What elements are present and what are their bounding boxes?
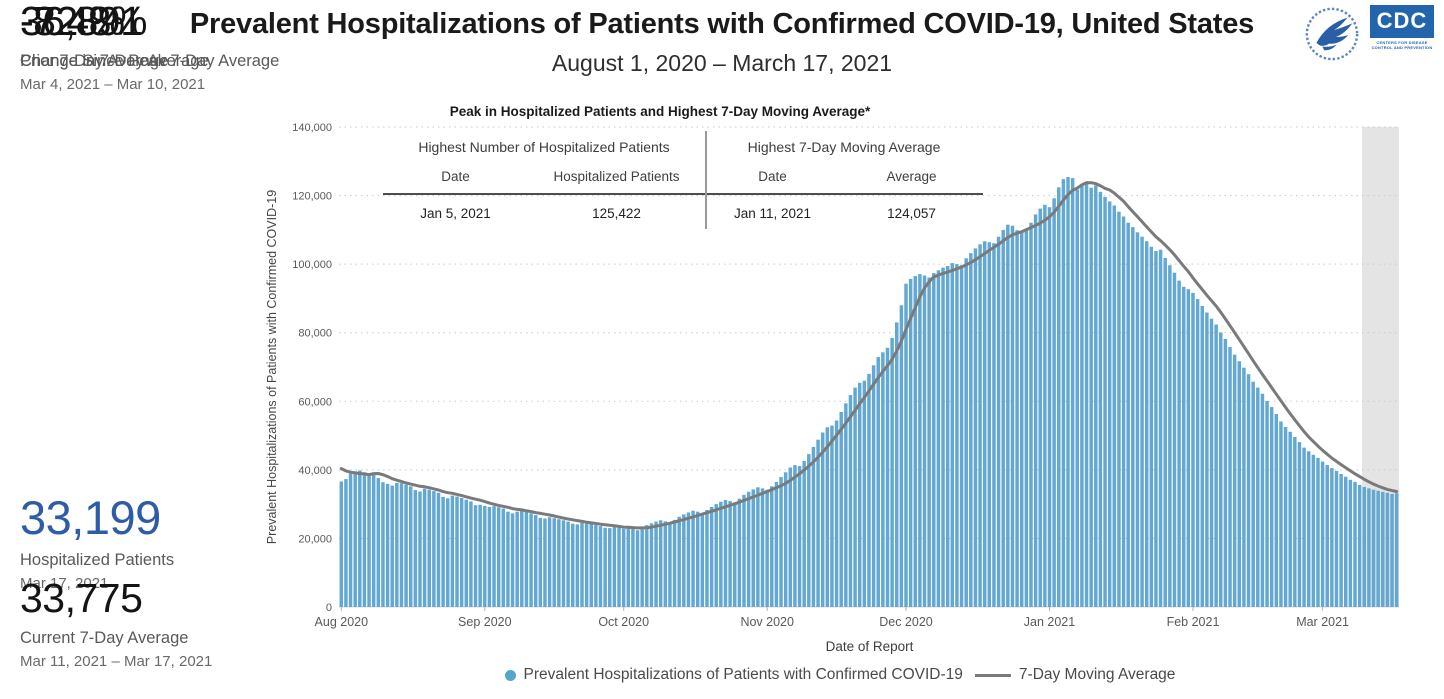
page-subtitle: August 1, 2020 – March 17, 2021 xyxy=(551,50,893,76)
svg-text:20,000: 20,000 xyxy=(298,533,332,545)
stat-change-since-peak: -72.8% Change Since Peak 7-Day Average xyxy=(20,0,325,71)
svg-text:Oct 2020: Oct 2020 xyxy=(598,615,649,629)
svg-text:140,000: 140,000 xyxy=(292,122,332,134)
stat-value: -72.8% xyxy=(20,0,147,44)
stat-value: 33,199 xyxy=(20,491,161,544)
peak-value-cell: 125,422 xyxy=(592,206,641,221)
x-axis-title: Date of Report xyxy=(825,639,914,654)
stat-label: Hospitalized Patients xyxy=(20,551,175,570)
stat-change-in-7day-average: -8.4% Change in 7-Day Average xyxy=(20,0,325,71)
y-axis-title: Prevalent Hospitalizations of Patients w… xyxy=(265,189,279,545)
column-header: Date xyxy=(758,169,787,184)
svg-text:Jan 2021: Jan 2021 xyxy=(1024,615,1075,629)
svg-text:40,000: 40,000 xyxy=(298,465,332,477)
ma-peak-date-cell: Jan 11, 2021 xyxy=(733,206,812,221)
svg-text:0: 0 xyxy=(326,602,332,614)
svg-text:Feb 2021: Feb 2021 xyxy=(1167,615,1220,629)
ma-line-swatch-icon xyxy=(974,673,1011,677)
cdc-logo: CDC CENTERS FOR DISEASE CONTROL AND PREV… xyxy=(1370,5,1434,50)
peak-date-cell: Jan 5, 2021 xyxy=(420,206,491,221)
peak-summary-title: Peak in Hospitalized Patients and Highes… xyxy=(449,104,871,119)
table-header-underline xyxy=(383,193,983,195)
stat-value: 36,891 xyxy=(20,0,143,44)
x-axis-tick-labels: Aug 2020 Sep 2020 Oct 2020 Nov 2020 Dec 2020… xyxy=(315,607,1349,629)
ma-peak-value-cell: 124,057 xyxy=(887,206,936,221)
table-vertical-divider xyxy=(705,131,707,229)
svg-text:120,000: 120,000 xyxy=(292,191,332,203)
stat-label: Prior 7-Day Average xyxy=(20,52,169,71)
cdc-logo-subtext: CENTERS FOR DISEASE CONTROL AND PREVENTI… xyxy=(1371,40,1433,51)
group-header-highest-patients: Highest Number of Hospitalized Patients xyxy=(418,139,670,155)
svg-text:Dec 2020: Dec 2020 xyxy=(879,615,933,629)
cdc-logo-text: CDC xyxy=(1370,5,1434,38)
seven-day-moving-average-line[interactable] xyxy=(339,181,1399,530)
stat-sublabel: Mar 4, 2021 – Mar 10, 2021 xyxy=(20,76,206,94)
stat-label: Current 7-Day Average xyxy=(20,629,189,648)
stat-prior-7day-average: 36,891 Prior 7-Day Average Mar 4, 2021 –… xyxy=(20,0,325,93)
stat-current-7day-average: 33,775 Current 7-Day Average Mar 11, 202… xyxy=(20,575,325,671)
legend-ma-label: 7-Day Moving Average xyxy=(1018,666,1176,683)
column-header: Date xyxy=(441,169,470,184)
svg-text:100,000: 100,000 xyxy=(292,259,332,271)
svg-text:Sep 2020: Sep 2020 xyxy=(458,615,512,629)
stat-sublabel: Mar 17, 2021 xyxy=(20,575,109,593)
agency-logos: CDC CENTERS FOR DISEASE CONTROL AND PREV… xyxy=(1303,5,1434,68)
peak-summary-table: Peak in Hospitalized Patients and Highes… xyxy=(383,104,983,229)
daily-hospitalizations-bars[interactable] xyxy=(339,177,1399,608)
chart-legend: Prevalent Hospitalizations of Patients w… xyxy=(300,666,1380,684)
legend-bars-label: Prevalent Hospitalizations of Patients w… xyxy=(523,666,963,683)
svg-text:Aug 2020: Aug 2020 xyxy=(315,615,369,629)
column-header: Average xyxy=(886,169,937,184)
group-header-highest-average: Highest 7-Day Moving Average xyxy=(747,139,941,155)
legend-item-bars: Prevalent Hospitalizations of Patients w… xyxy=(504,666,963,684)
svg-text:80,000: 80,000 xyxy=(298,328,332,340)
column-header: Hospitalized Patients xyxy=(553,169,680,184)
bar-series-dot-icon xyxy=(504,669,516,681)
svg-text:60,000: 60,000 xyxy=(298,396,332,408)
legend-item-moving-average: 7-Day Moving Average xyxy=(974,666,1176,684)
stat-value: -8.4% xyxy=(20,0,125,44)
svg-text:Mar 2021: Mar 2021 xyxy=(1296,615,1349,629)
hhs-eagle-icon xyxy=(1303,5,1361,68)
page-title: Prevalent Hospitalizations of Patients w… xyxy=(189,8,1255,40)
stat-sublabel: Mar 11, 2021 – Mar 17, 2021 xyxy=(20,653,213,671)
stat-label: Change Since Peak 7-Day Average xyxy=(20,52,280,71)
svg-text:Nov 2020: Nov 2020 xyxy=(740,615,794,629)
stat-value: 33,775 xyxy=(20,575,143,621)
stat-label: Change in 7-Day Average xyxy=(20,52,209,71)
stat-hospitalized-patients: 33,199 Hospitalized Patients Mar 17, 202… xyxy=(20,491,325,593)
y-axis-tick-labels: 0 20,000 40,000 60,000 80,000 100,000 120,000 1… xyxy=(292,122,332,614)
